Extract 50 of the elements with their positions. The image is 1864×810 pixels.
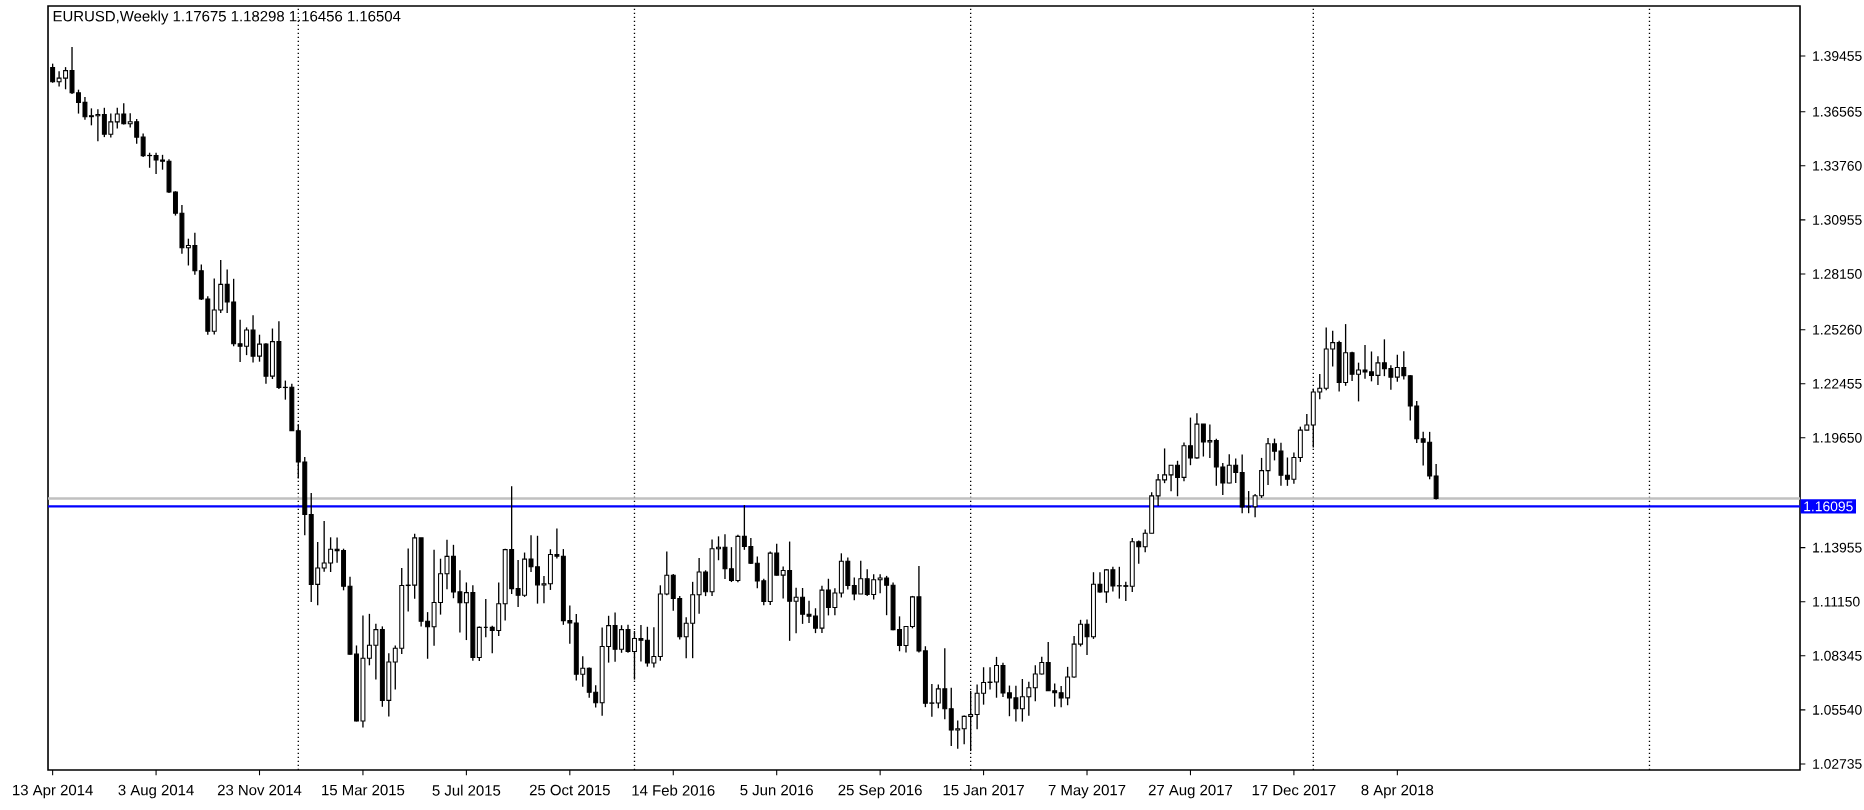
candlestick [56,70,62,88]
candlestick [1226,453,1232,484]
candlestick [619,624,625,654]
candlestick [1200,423,1206,458]
candlestick [1323,326,1329,391]
candlestick [845,556,851,591]
candlestick [948,687,954,747]
candlestick [1362,344,1368,380]
candlestick [819,585,825,634]
candlestick [871,573,877,601]
candlestick [101,107,107,138]
candlestick [114,107,120,130]
candlestick [250,314,256,364]
candlestick [153,152,159,175]
candlestick [787,540,793,642]
candlestick [108,112,114,139]
candlestick [994,656,999,699]
candlestick [1194,412,1200,460]
candlestick [644,626,650,668]
candlestick [1116,566,1122,600]
candlestick [935,683,941,709]
candlestick [276,320,282,390]
candlestick [638,624,644,663]
candlestick [1343,323,1349,387]
candlestick [535,535,540,605]
candlestick [263,342,269,385]
candlestick [709,538,715,597]
candlestick [1368,350,1374,383]
candlestick [1239,453,1245,514]
candlestick [1103,568,1109,604]
candlestick [735,534,741,583]
candlestick [722,533,728,580]
candlestick [858,560,864,595]
candlestick [1394,354,1400,383]
candlestick [1278,441,1284,487]
candlestick [95,108,101,143]
candlestick [1026,681,1032,717]
candlestick [1019,678,1025,723]
candlestick [1032,664,1038,703]
candlestick [864,568,870,597]
candlestick [244,326,250,356]
candlestick [1013,685,1019,723]
candlestick [612,611,618,663]
candlestick [877,573,883,594]
candlestick [63,66,69,90]
candlestick [800,587,806,625]
candlestick [82,96,88,121]
candlestick [1129,537,1135,593]
candlestick [269,327,275,380]
candlestick [1110,566,1116,593]
